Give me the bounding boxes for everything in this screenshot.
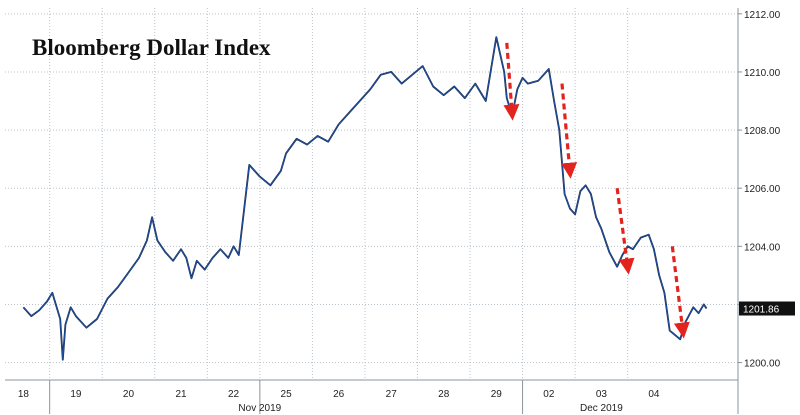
- x-tick-label: 29: [491, 389, 503, 400]
- y-tick-label: 1200.00: [744, 359, 781, 370]
- month-label: Nov 2019: [238, 403, 281, 414]
- x-tick-label: 19: [70, 389, 82, 400]
- x-tick-label: 18: [18, 389, 30, 400]
- month-label: Dec 2019: [580, 403, 623, 414]
- x-tick-label: 21: [175, 389, 187, 400]
- down-arrow: [670, 246, 690, 339]
- y-tick-label: 1206.00: [744, 184, 781, 195]
- x-tick-label: 28: [438, 389, 450, 400]
- chart-title: Bloomberg Dollar Index: [32, 35, 271, 60]
- y-tick-label: 1204.00: [744, 242, 781, 253]
- x-tick-label: 03: [596, 389, 608, 400]
- y-tick-label: 1210.00: [744, 68, 781, 79]
- x-tick-label: 20: [123, 389, 135, 400]
- down-arrow: [503, 42, 520, 121]
- y-tick-label: 1212.00: [744, 10, 781, 21]
- down-arrow: [560, 83, 578, 179]
- x-tick-label: 27: [386, 389, 398, 400]
- x-tick-label: 26: [333, 389, 345, 400]
- y-tick-label: 1208.00: [744, 126, 781, 137]
- grid: [5, 8, 738, 380]
- series-line: [22, 36, 707, 361]
- annotations: [503, 42, 690, 339]
- down-arrow: [615, 187, 635, 275]
- x-tick-label: 02: [543, 389, 555, 400]
- axes: 1200.001202.001204.001206.001208.001210.…: [5, 8, 795, 414]
- x-tick-label: 25: [281, 389, 293, 400]
- x-tick-label: 22: [228, 389, 240, 400]
- last-value-label: 1201.86: [743, 305, 780, 316]
- last-value-badge: [739, 301, 795, 316]
- x-tick-label: 04: [648, 389, 660, 400]
- series-layer: [22, 36, 708, 361]
